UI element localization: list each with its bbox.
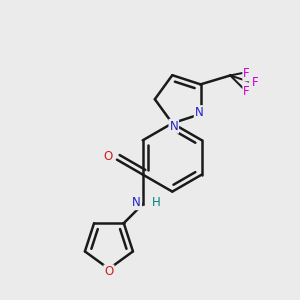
- Text: O: O: [104, 265, 114, 278]
- Text: N: N: [195, 106, 203, 119]
- Text: N: N: [132, 196, 141, 209]
- Text: H: H: [152, 196, 161, 209]
- Text: O: O: [103, 150, 113, 163]
- Text: N: N: [169, 120, 178, 133]
- Text: F: F: [243, 85, 250, 98]
- Text: F: F: [252, 76, 259, 89]
- Text: F: F: [243, 68, 250, 80]
